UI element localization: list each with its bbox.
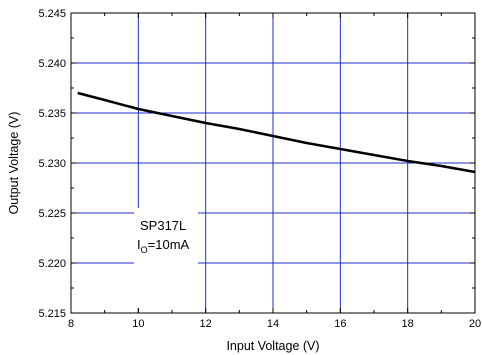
ticks [70, 12, 476, 314]
annotation-current-value: =10mA [148, 237, 190, 252]
y-tick-label: 5.220 [38, 258, 66, 270]
y-tick-label: 5.240 [38, 58, 66, 70]
annotation-current: IO=10mA [137, 237, 190, 255]
y-tick-label: 5.245 [38, 8, 66, 20]
y-tick-label: 5.230 [38, 158, 66, 170]
y-tick-label: 5.225 [38, 208, 66, 220]
x-axis-label: Input Voltage (V) [226, 339, 319, 353]
x-tick-label: 20 [469, 318, 481, 330]
y-tick-label: 5.215 [38, 308, 66, 320]
x-tick-labels: 8 10 12 14 16 18 20 [68, 318, 481, 330]
annotation-current-subscript: O [141, 245, 148, 255]
x-tick-label: 16 [334, 318, 346, 330]
annotation-device: SP317L [140, 218, 186, 233]
y-tick-label: 5.235 [38, 108, 66, 120]
series-line [77, 91, 476, 174]
x-tick-label: 8 [68, 318, 74, 330]
annotation-box [134, 208, 198, 308]
x-tick-label: 12 [200, 318, 212, 330]
x-tick-label: 18 [402, 318, 414, 330]
x-tick-label: 14 [267, 318, 279, 330]
annotation-current-symbol: I [137, 237, 141, 252]
grid [71, 13, 475, 313]
y-tick-labels: 5.215 5.220 5.225 5.230 5.235 5.240 5.245 [38, 8, 66, 320]
x-tick-label: 10 [132, 318, 144, 330]
y-axis-label: Output Voltage (V) [7, 112, 21, 215]
